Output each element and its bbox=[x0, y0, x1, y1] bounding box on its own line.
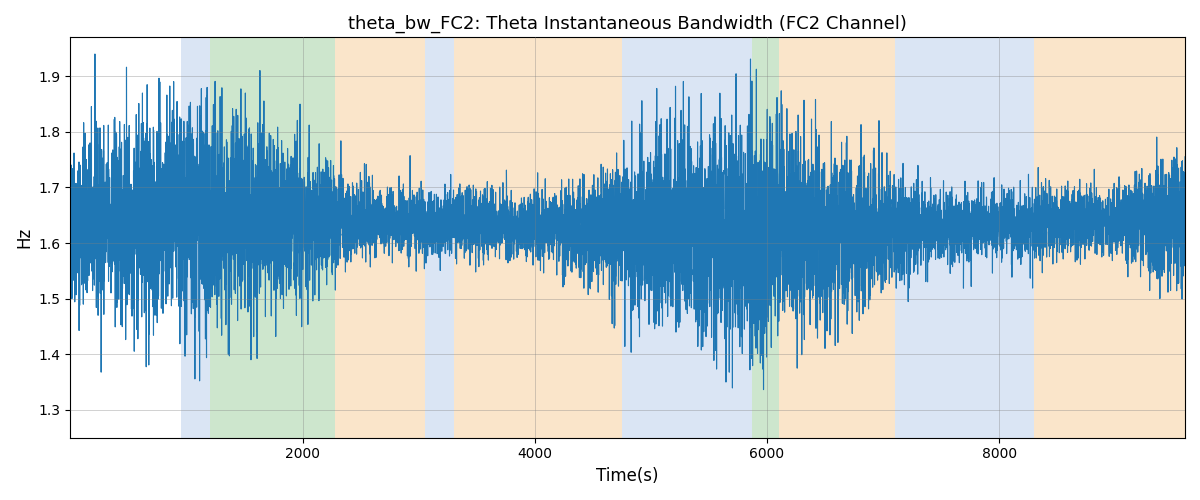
Y-axis label: Hz: Hz bbox=[14, 227, 32, 248]
Bar bbox=[425, 38, 454, 438]
Bar bbox=[732, 38, 752, 438]
Bar bbox=[752, 38, 779, 438]
Bar bbox=[622, 38, 732, 438]
Bar bbox=[181, 38, 210, 438]
Bar bbox=[210, 38, 335, 438]
Bar bbox=[454, 38, 622, 438]
Bar bbox=[1034, 38, 1186, 438]
Bar bbox=[779, 38, 895, 438]
Title: theta_bw_FC2: Theta Instantaneous Bandwidth (FC2 Channel): theta_bw_FC2: Theta Instantaneous Bandwi… bbox=[348, 15, 907, 34]
X-axis label: Time(s): Time(s) bbox=[596, 467, 659, 485]
Bar bbox=[895, 38, 1034, 438]
Bar bbox=[335, 38, 425, 438]
